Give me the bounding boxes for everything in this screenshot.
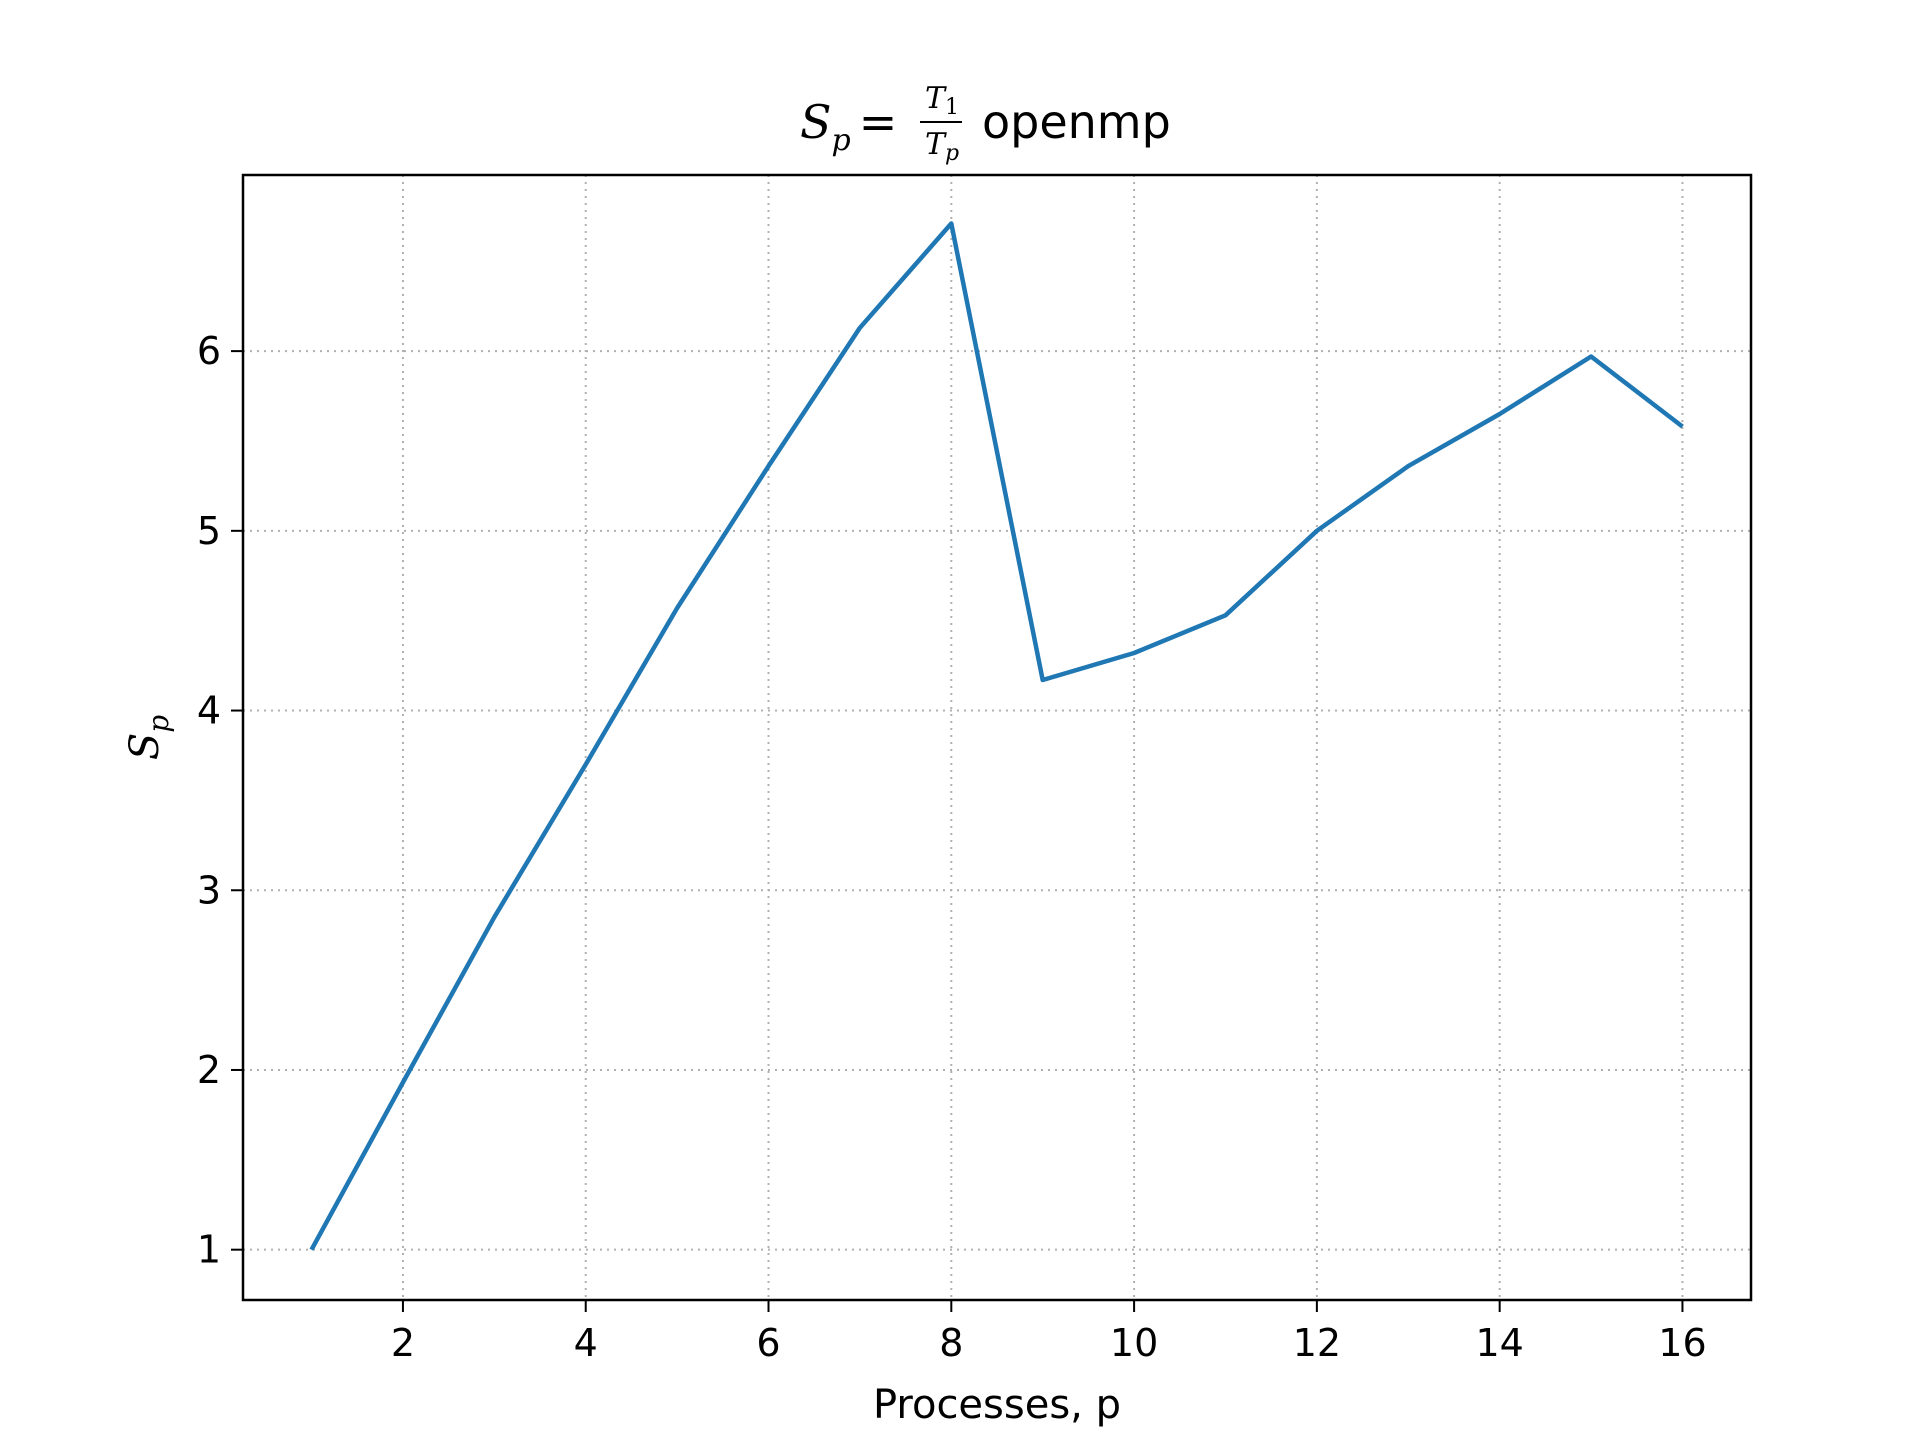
x-axis-label: Processes, p [873, 1382, 1121, 1428]
chart-title: Sp = [800, 95, 897, 158]
title-tp: T [925, 127, 947, 162]
title-openmp: openmp [982, 95, 1171, 149]
title-t1: T [925, 81, 947, 116]
x-tick-label: 4 [574, 1321, 598, 1365]
y-label-s: S [122, 733, 168, 760]
speedup-series-line [309, 221, 1684, 1251]
y-tick-label: 2 [197, 1048, 221, 1092]
x-tick-label: 2 [391, 1321, 415, 1365]
series-layer [309, 221, 1684, 1251]
title-s-subscript: p [832, 123, 851, 158]
title-t1-subscript: 1 [945, 95, 959, 120]
y-tick-label: 4 [197, 689, 221, 733]
x-tick-label: 16 [1658, 1321, 1706, 1365]
y-label-subscript: p [142, 715, 175, 733]
x-tick-label: 6 [756, 1321, 780, 1365]
plot-frame [241, 173, 1753, 1302]
title-s: S [800, 95, 832, 149]
title-tp-subscript: p [945, 141, 959, 166]
title-fraction-numerator: T1 [925, 81, 959, 120]
x-tick-label: 14 [1475, 1321, 1523, 1365]
x-tick-label: 12 [1293, 1321, 1341, 1365]
y-tick-label: 6 [197, 329, 221, 373]
x-tick-label: 8 [939, 1321, 963, 1365]
title-fraction-denominator: Tp [925, 127, 959, 166]
grid-lines [243, 175, 1751, 1300]
y-tick-label: 5 [197, 509, 221, 553]
x-tick-label: 10 [1110, 1321, 1158, 1365]
y-tick-label: 3 [197, 868, 221, 912]
title-equals: = [859, 95, 898, 149]
y-axis-label: Sp [122, 715, 175, 760]
y-tick-label: 1 [197, 1228, 221, 1272]
